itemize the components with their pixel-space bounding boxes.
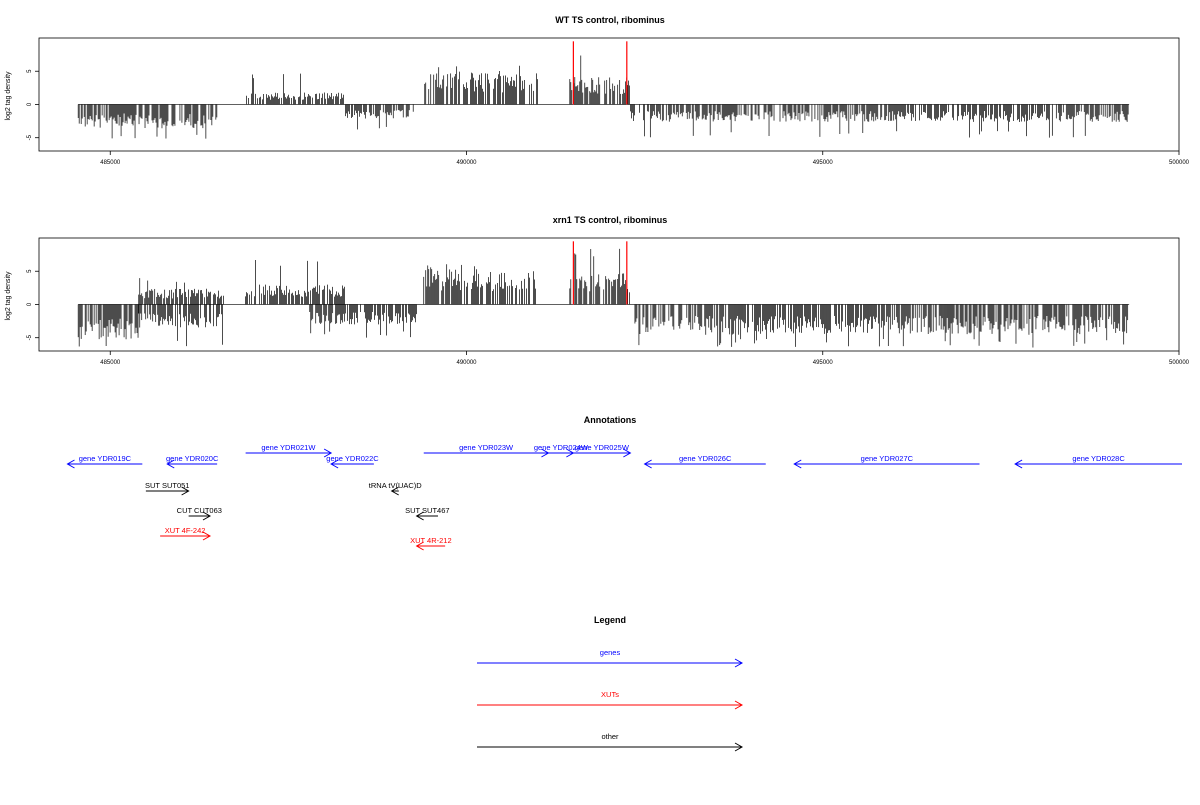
feature-label: XUT 4R-212 bbox=[410, 536, 452, 545]
feature-arrow bbox=[793, 459, 980, 469]
density-bars bbox=[77, 248, 1130, 348]
feature-arrow bbox=[390, 486, 399, 496]
legend-arrow bbox=[477, 742, 744, 752]
y-tick-label: -5 bbox=[27, 134, 33, 140]
axes: 485000 490000 495000 500000 -5 0 5 bbox=[27, 269, 1190, 366]
feature-arrow bbox=[1014, 459, 1182, 469]
x-tick-label: 500000 bbox=[1169, 360, 1190, 366]
feature-label: gene YDR028C bbox=[1072, 454, 1125, 463]
panel-xrn1-ts-control: xrn1 TS control, ribominus log2 tag dens… bbox=[5, 215, 1190, 366]
legend-arrow bbox=[477, 658, 744, 668]
axes: 485000 490000 495000 500000 -5 0 5 bbox=[27, 69, 1190, 166]
x-tick-label: 485000 bbox=[100, 360, 121, 366]
feature-label: gene YDR021W bbox=[261, 443, 316, 452]
x-tick-label: 500000 bbox=[1169, 160, 1190, 166]
feature-label: gene YDR019C bbox=[79, 454, 132, 463]
panel-title: WT TS control, ribominus bbox=[555, 15, 665, 25]
x-tick-label: 495000 bbox=[813, 360, 834, 366]
feature-label: gene YDR027C bbox=[861, 454, 914, 463]
annotations-title: Annotations bbox=[584, 415, 637, 425]
feature-arrow bbox=[145, 486, 190, 496]
density-bars bbox=[77, 55, 1130, 139]
feature-arrow bbox=[188, 511, 212, 521]
feature-arrow bbox=[330, 459, 374, 469]
feature-label: CUT CUT063 bbox=[177, 506, 222, 515]
feature-label: SUT SUT467 bbox=[405, 506, 449, 515]
feature-arrow bbox=[166, 459, 218, 469]
legend: Legend genes XUTs other bbox=[477, 615, 744, 752]
feature-arrow bbox=[66, 459, 143, 469]
feature-label: XUT 4F-242 bbox=[165, 526, 206, 535]
y-tick-label: 0 bbox=[27, 102, 33, 106]
y-axis-label: log2 tag density bbox=[5, 271, 12, 321]
feature-label: gene YDR025W bbox=[575, 443, 630, 452]
feature-arrow bbox=[415, 511, 438, 521]
legend-arrow bbox=[477, 700, 744, 710]
plot-frame bbox=[38, 237, 1180, 352]
x-tick-label: 490000 bbox=[456, 360, 477, 366]
feature-arrow bbox=[245, 448, 333, 458]
y-axis-label: log2 tag density bbox=[5, 71, 12, 121]
annotations-panel: Annotations gene YDR019C gene YDR020Cgene… bbox=[66, 415, 1182, 551]
feature-label: gene YDR024W bbox=[534, 443, 589, 452]
legend-items: genes XUTs other bbox=[477, 648, 744, 752]
feature-label: SUT SUT051 bbox=[145, 481, 189, 490]
feature-label: gene YDR026C bbox=[679, 454, 732, 463]
feature-arrow bbox=[160, 531, 212, 541]
y-tick-label: -5 bbox=[27, 334, 33, 340]
feature-label: gene YDR023W bbox=[459, 443, 514, 452]
legend-label: other bbox=[601, 732, 619, 741]
legend-label: genes bbox=[600, 648, 621, 657]
red-marker-lines bbox=[572, 41, 628, 105]
panel-wt-ts-control: WT TS control, ribominus log2 tag densit… bbox=[5, 15, 1190, 166]
red-marker-lines bbox=[572, 241, 628, 305]
x-tick-label: 485000 bbox=[100, 160, 121, 166]
feature-label: tRNA tV(UAC)D bbox=[369, 481, 423, 490]
annotation-features: gene YDR019C gene YDR020C gene YDR021W gene… bbox=[66, 443, 1182, 551]
feature-arrow bbox=[573, 448, 632, 458]
legend-label: XUTs bbox=[601, 690, 619, 699]
panel-title: xrn1 TS control, ribominus bbox=[553, 215, 668, 225]
y-tick-label: 0 bbox=[27, 302, 33, 306]
feature-arrow bbox=[415, 541, 446, 551]
x-tick-label: 490000 bbox=[456, 160, 477, 166]
plot-frame bbox=[38, 37, 1180, 152]
y-tick-label: 5 bbox=[27, 269, 33, 273]
feature-arrow bbox=[643, 459, 766, 469]
y-tick-label: 5 bbox=[27, 69, 33, 73]
feature-label: gene YDR022C bbox=[326, 454, 379, 463]
x-tick-label: 495000 bbox=[813, 160, 834, 166]
legend-title: Legend bbox=[594, 615, 626, 625]
feature-label: gene YDR020C bbox=[166, 454, 219, 463]
